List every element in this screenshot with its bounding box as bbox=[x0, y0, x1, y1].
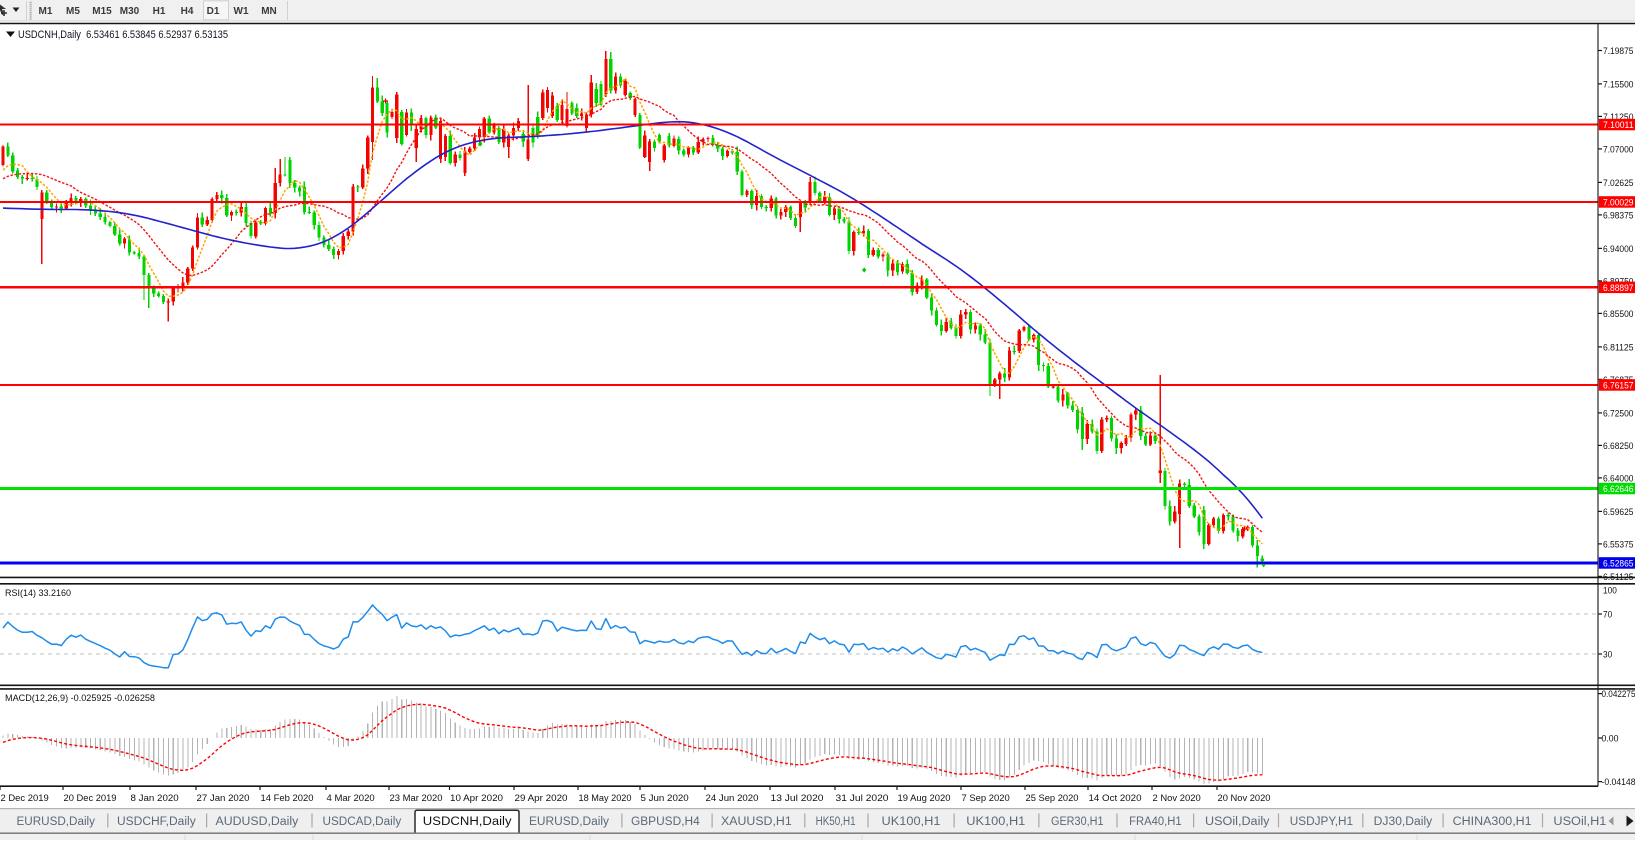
svg-text:25 Sep 2020: 25 Sep 2020 bbox=[1026, 793, 1079, 804]
svg-text:0.00: 0.00 bbox=[1602, 734, 1619, 744]
svg-text:HK50,H1: HK50,H1 bbox=[816, 816, 856, 828]
svg-text:7.15500: 7.15500 bbox=[1603, 79, 1634, 89]
svg-text:USDCAD,Daily: USDCAD,Daily bbox=[323, 816, 402, 828]
svg-text:UK100,H1: UK100,H1 bbox=[966, 816, 1025, 828]
svg-text:13 Jul 2020: 13 Jul 2020 bbox=[771, 793, 824, 804]
svg-text:M1: M1 bbox=[39, 6, 53, 17]
svg-text:USDCNH,Daily 6.53461 6.53845: USDCNH,Daily 6.53461 6.53845 6.52937 6.5… bbox=[18, 29, 228, 41]
svg-text:EURUSD,Daily: EURUSD,Daily bbox=[17, 816, 96, 828]
svg-text:0.042275: 0.042275 bbox=[1602, 689, 1635, 699]
svg-text:14 Feb 2020: 14 Feb 2020 bbox=[261, 793, 314, 804]
svg-text:5 Jun 2020: 5 Jun 2020 bbox=[641, 793, 689, 804]
svg-text:29 Apr 2020: 29 Apr 2020 bbox=[515, 793, 568, 804]
svg-text:FRA40,H1: FRA40,H1 bbox=[1129, 816, 1182, 828]
svg-text:24 Jun 2020: 24 Jun 2020 bbox=[706, 793, 759, 804]
svg-text:AUDUSD,Daily: AUDUSD,Daily bbox=[216, 816, 299, 828]
svg-text:7.00029: 7.00029 bbox=[1603, 198, 1634, 208]
svg-text:20 Dec 2019: 20 Dec 2019 bbox=[64, 793, 117, 804]
svg-text:USOil,H1: USOil,H1 bbox=[1553, 816, 1606, 828]
svg-text:GBPUSD,H4: GBPUSD,H4 bbox=[631, 816, 700, 828]
svg-text:6.64000: 6.64000 bbox=[1603, 473, 1634, 483]
svg-text:DJ30,Daily: DJ30,Daily bbox=[1374, 816, 1433, 828]
svg-text:M30: M30 bbox=[120, 6, 140, 17]
svg-text:31 Jul 2020: 31 Jul 2020 bbox=[836, 793, 889, 804]
svg-text:6.59625: 6.59625 bbox=[1603, 507, 1634, 517]
svg-text:27 Jan 2020: 27 Jan 2020 bbox=[197, 793, 250, 804]
svg-text:6.51125: 6.51125 bbox=[1603, 572, 1634, 582]
svg-text:USDCHF,Daily: USDCHF,Daily bbox=[117, 816, 196, 828]
svg-text:6.98375: 6.98375 bbox=[1603, 210, 1634, 220]
svg-text:19 Aug 2020: 19 Aug 2020 bbox=[898, 793, 951, 804]
svg-text:M15: M15 bbox=[92, 6, 112, 17]
svg-text:100: 100 bbox=[1603, 586, 1617, 596]
svg-text:6.94000: 6.94000 bbox=[1603, 244, 1634, 254]
svg-text:H1: H1 bbox=[153, 6, 166, 17]
svg-text:30: 30 bbox=[1603, 650, 1612, 660]
svg-text:18 May 2020: 18 May 2020 bbox=[579, 793, 632, 804]
svg-text:RSI(14) 33.2160: RSI(14) 33.2160 bbox=[5, 588, 71, 599]
svg-text:USDCNH,Daily: USDCNH,Daily bbox=[423, 816, 512, 828]
svg-text:6.68250: 6.68250 bbox=[1603, 441, 1634, 451]
svg-text:7.10011: 7.10011 bbox=[1603, 120, 1634, 130]
svg-text:8 Jan 2020: 8 Jan 2020 bbox=[131, 793, 179, 804]
svg-text:10 Apr 2020: 10 Apr 2020 bbox=[450, 793, 503, 804]
svg-text:USDJPY,H1: USDJPY,H1 bbox=[1290, 816, 1353, 828]
svg-text:6.88897: 6.88897 bbox=[1603, 283, 1634, 293]
svg-text:USOil,Daily: USOil,Daily bbox=[1205, 816, 1270, 828]
svg-text:EURUSD,Daily: EURUSD,Daily bbox=[529, 816, 609, 828]
svg-text:2 Dec 2019: 2 Dec 2019 bbox=[1, 793, 49, 804]
svg-text:4 Mar 2020: 4 Mar 2020 bbox=[327, 793, 375, 804]
svg-text:7 Sep 2020: 7 Sep 2020 bbox=[962, 793, 1010, 804]
svg-text:MACD(12,26,9) -0.025925 -0.026: MACD(12,26,9) -0.025925 -0.026258 bbox=[5, 693, 155, 704]
svg-text:MN: MN bbox=[261, 6, 277, 17]
svg-text:7.07000: 7.07000 bbox=[1603, 144, 1634, 154]
svg-text:M5: M5 bbox=[66, 6, 80, 17]
svg-text:6.85500: 6.85500 bbox=[1603, 309, 1634, 319]
svg-text:6.76157: 6.76157 bbox=[1603, 381, 1634, 391]
svg-text:20 Nov 2020: 20 Nov 2020 bbox=[1218, 793, 1271, 804]
svg-text:2 Nov 2020: 2 Nov 2020 bbox=[1153, 793, 1201, 804]
svg-text:14 Oct 2020: 14 Oct 2020 bbox=[1089, 793, 1142, 804]
svg-text:6.55375: 6.55375 bbox=[1603, 539, 1634, 549]
svg-text:23 Mar 2020: 23 Mar 2020 bbox=[390, 793, 443, 804]
svg-text:6.81125: 6.81125 bbox=[1603, 342, 1634, 352]
svg-text:6.62646: 6.62646 bbox=[1603, 484, 1634, 494]
svg-text:7.19875: 7.19875 bbox=[1603, 46, 1634, 56]
svg-text:H4: H4 bbox=[181, 6, 194, 17]
svg-text:7.02625: 7.02625 bbox=[1603, 178, 1634, 188]
svg-text:D1: D1 bbox=[207, 6, 220, 17]
svg-text:6.52865: 6.52865 bbox=[1603, 559, 1634, 569]
svg-text:XAUUSD,H1: XAUUSD,H1 bbox=[721, 816, 792, 828]
svg-text:GER30,H1: GER30,H1 bbox=[1051, 816, 1104, 828]
svg-text:UK100,H1: UK100,H1 bbox=[882, 816, 941, 828]
svg-text:-0.04148: -0.04148 bbox=[1602, 777, 1635, 787]
svg-text:70: 70 bbox=[1603, 610, 1612, 620]
svg-text:6.72500: 6.72500 bbox=[1603, 408, 1634, 418]
svg-text:W1: W1 bbox=[234, 6, 249, 17]
svg-text:CHINA300,H1: CHINA300,H1 bbox=[1453, 816, 1532, 828]
